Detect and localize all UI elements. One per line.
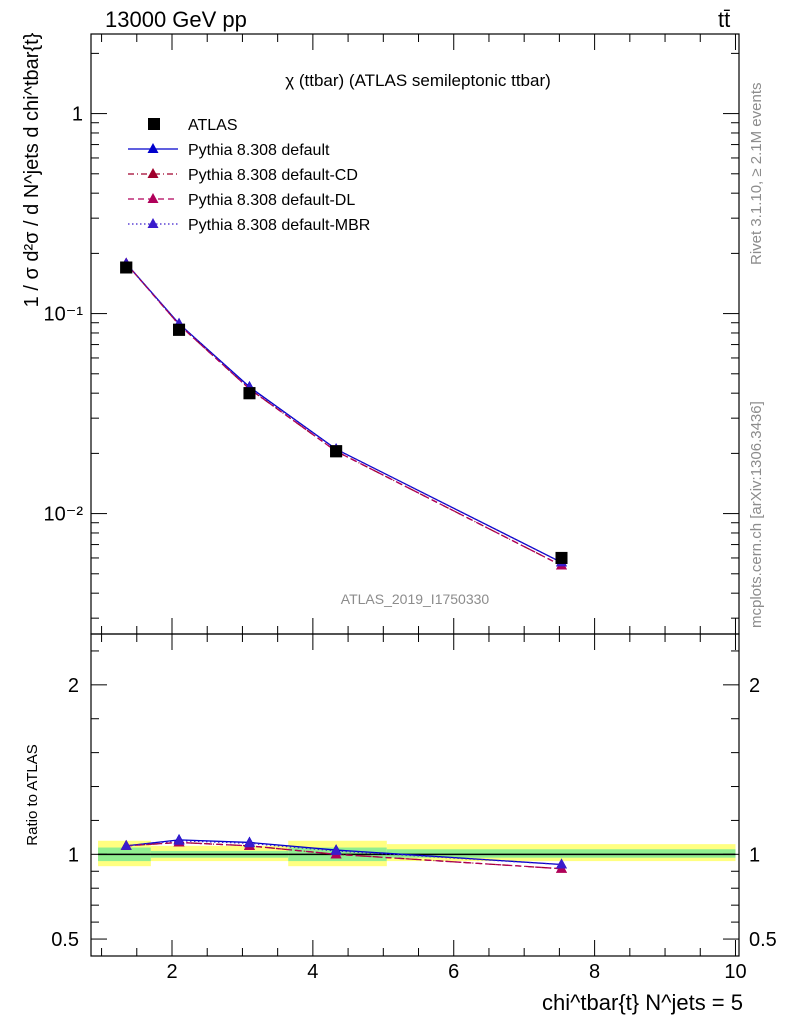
data-point-top-4 <box>555 551 568 564</box>
legend-marker-4 <box>147 218 159 228</box>
legend-label-0: ATLAS <box>188 117 238 134</box>
legend-label-4: Pythia 8.308 default-MBR <box>188 217 370 234</box>
main-ytick-label: 1 <box>72 104 83 126</box>
main-series-line-3 <box>125 263 562 567</box>
header-left: 13000 GeV pp <box>105 7 247 32</box>
main-series-line-2 <box>125 263 562 567</box>
ratio-ytick-label: 1 <box>68 844 79 866</box>
legend-marker-2 <box>147 168 159 178</box>
ratio-series-marker-3-3 <box>330 844 342 855</box>
legend-label-1: Pythia 8.308 default <box>188 142 330 159</box>
legend-label-2: Pythia 8.308 default-CD <box>188 167 358 184</box>
data-point-top-2 <box>243 387 256 400</box>
ratio-frame <box>90 633 740 957</box>
ratio-series-marker-3-2 <box>243 837 255 848</box>
ratio-ylabel: Ratio to ATLAS <box>24 744 41 845</box>
ratio-xtick-label: 6 <box>448 961 459 983</box>
legend-label-3: Pythia 8.308 default-DL <box>188 192 355 209</box>
x-axis-label: chi^tbar{t} N^jets = 5 <box>542 990 743 1015</box>
ratio-xtick-label: 8 <box>589 961 600 983</box>
ratio-xtick-label: 4 <box>307 961 318 983</box>
ratio-panel: 0.5 0.5 1 1 2 2 2 4 6 8 10 Ratio to ATLAS chi^tbar… <box>24 633 777 1015</box>
data-point-top-1 <box>173 323 186 336</box>
ratio-ytick-label: 2 <box>68 675 79 697</box>
mcplots-label: mcplots.cern.ch [arXiv:1306.3436] <box>748 401 765 628</box>
legend: ATLAS Pythia 8.308 default Pythia 8.308 de… <box>128 117 370 234</box>
ratio-ytick-label-right: 0.5 <box>749 929 777 951</box>
legend-marker-1 <box>147 143 159 153</box>
data-point-top-3 <box>330 445 343 458</box>
ratio-series-marker-3-1 <box>173 834 185 845</box>
main-series-line-4 <box>125 263 562 563</box>
rivet-label: Rivet 3.1.10, ≥ 2.1M events <box>748 83 765 266</box>
main-ytick-label: 10⁻¹ <box>44 304 84 326</box>
ratio-ytick-label-right: 2 <box>749 675 760 697</box>
header-right: tt̄ <box>718 7 730 32</box>
legend-marker-0 <box>148 118 160 130</box>
data-point-top-0 <box>120 261 133 274</box>
main-title: χ (ttbar) (ATLAS semileptonic ttbar) <box>285 71 551 90</box>
watermark: ATLAS_2019_I1750330 <box>341 591 490 607</box>
legend-marker-3 <box>147 193 159 203</box>
ratio-xtick-label: 10 <box>724 961 746 983</box>
ratio-series-marker-3-0 <box>120 839 132 850</box>
ratio-ytick-label: 0.5 <box>51 929 79 951</box>
ratio-ytick-label-right: 1 <box>749 844 760 866</box>
uncertainty-band-green-3 <box>386 849 736 858</box>
ratio-xtick-label: 2 <box>166 961 177 983</box>
main-series-line-1 <box>125 263 562 563</box>
main-ylabel: 1 / σ d²σ / d N^jets d chi^tbar{t} <box>21 32 43 307</box>
ratio-series-marker-3-4 <box>556 858 568 869</box>
main-panel: 1 10⁻¹ 10⁻² χ (ttbar) (ATLAS semileptonic … <box>21 32 740 635</box>
main-ytick-label: 10⁻² <box>44 504 84 526</box>
